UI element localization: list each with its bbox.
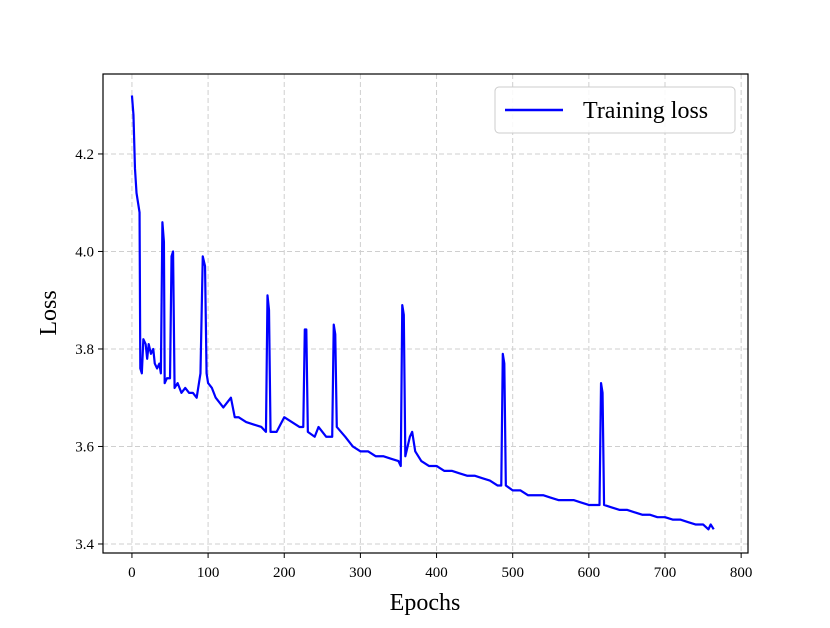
x-tick-label: 0 (128, 565, 136, 581)
y-tick-label: 4.2 (75, 147, 94, 163)
x-tick-label: 100 (197, 565, 220, 581)
x-tick-label: 300 (349, 565, 372, 581)
x-tick-label: 800 (730, 565, 753, 581)
x-tick-label: 200 (273, 565, 296, 581)
x-tick-label: 500 (501, 565, 524, 581)
y-tick-label: 4.0 (75, 244, 94, 260)
legend-box (494, 86, 736, 134)
y-tick-label: 3.6 (75, 439, 94, 455)
plot-frame (102, 73, 749, 554)
legend-label: Training loss (583, 98, 708, 124)
x-axis-label: Epochs (390, 590, 461, 616)
x-tick-label: 400 (425, 565, 448, 581)
x-tick-label: 600 (578, 565, 601, 581)
series-line (130, 95, 715, 531)
y-axis-label: Loss (36, 290, 62, 335)
x-tick-label: 700 (654, 565, 677, 581)
y-tick-label: 3.8 (75, 342, 94, 358)
y-tick-label: 3.4 (75, 537, 94, 553)
